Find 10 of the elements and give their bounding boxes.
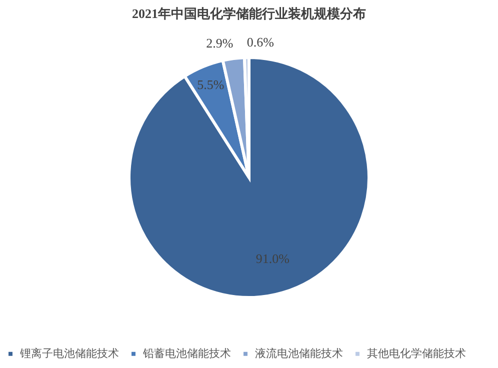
data-label: 91.0% [256, 251, 290, 266]
data-label: 0.6% [246, 34, 274, 50]
chart-title: 2021年中国电化学储能行业装机规模分布 [132, 6, 366, 21]
data-label: 2.9% [206, 36, 234, 51]
legend-label: 锂离子电池储能技术 [19, 346, 119, 360]
legend-label: 铅蓄电池储能技术 [142, 346, 231, 360]
legend-label: 液流电池储能技术 [255, 346, 343, 360]
data-label: 5.5% [197, 77, 224, 92]
pie-slice [128, 56, 370, 299]
legend-label: 其他电化学储能技术 [367, 346, 466, 360]
